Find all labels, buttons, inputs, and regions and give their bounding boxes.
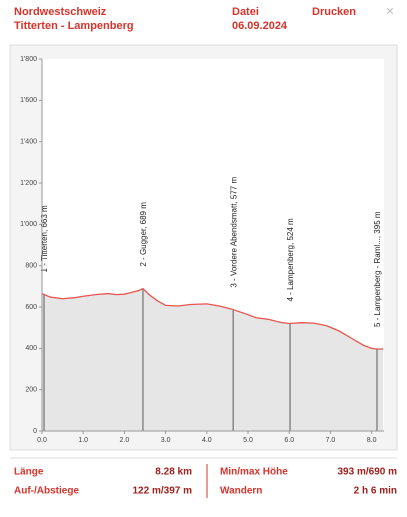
menu-file[interactable]: Datei [232, 6, 259, 18]
x-tick-label: 8.0 [367, 437, 377, 444]
x-tick-label: 4.0 [202, 437, 212, 444]
y-tick-label: 1'800 [20, 56, 37, 63]
stat-value: 393 m/690 m [338, 467, 398, 478]
y-tick-label: 1'200 [20, 180, 37, 187]
stat-label: Min/max Höhe [220, 467, 288, 478]
x-tick-label: 1.0 [78, 437, 88, 444]
stat-value: 2 h 6 min [354, 486, 397, 497]
date: 06.09.2024 [232, 20, 288, 32]
stat-value: 8.28 km [155, 467, 192, 478]
waypoint-label: 3 - Vordere Abendsmatt, 577 m [229, 177, 238, 288]
y-tick-label: 1'400 [20, 139, 37, 146]
x-tick-label: 6.0 [284, 437, 294, 444]
x-tick-label: 2.0 [120, 437, 130, 444]
stat-label: Auf-/Abstiege [14, 486, 79, 497]
y-tick-label: 800 [25, 263, 37, 270]
profile-line [41, 287, 384, 350]
close-button[interactable]: × [386, 3, 394, 19]
y-tick-label: 1'000 [20, 221, 37, 228]
stat-label: Länge [14, 467, 44, 478]
x-tick-label: 0.0 [37, 437, 47, 444]
profile-area [42, 288, 384, 431]
y-tick-label: 200 [25, 387, 37, 394]
stat-label: Wandern [220, 486, 262, 497]
x-tick-label: 7.0 [326, 437, 336, 444]
region: Nordwestschweiz [14, 6, 107, 18]
stat-value: 122 m/397 m [133, 486, 193, 497]
y-tick-label: 400 [25, 345, 37, 352]
x-tick-label: 5.0 [243, 437, 253, 444]
waypoint-label: 1 - Titterten, 663 m [40, 205, 49, 272]
menu-print[interactable]: Drucken [312, 6, 356, 18]
y-tick-label: 600 [25, 304, 37, 311]
y-tick-label: 1'600 [20, 97, 37, 104]
waypoint-label: 2 - Gugger, 689 m [139, 202, 148, 267]
route-title: Titterten - Lampenberg [14, 20, 134, 32]
x-tick-label: 3.0 [161, 437, 171, 444]
y-tick-label: 0 [33, 428, 37, 435]
waypoint-label: 5 - Lampenberg - Raml..., 395 m [373, 211, 382, 327]
waypoint-label: 4 - Lampenberg, 524 m [286, 218, 295, 301]
